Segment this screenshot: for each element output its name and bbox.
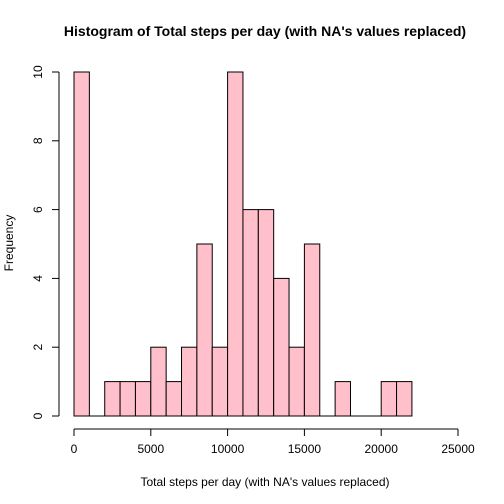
bars-group bbox=[73, 71, 413, 417]
y-tick-label: 6 bbox=[31, 206, 45, 213]
x-tick-label: 25000 bbox=[441, 442, 475, 456]
histogram-bar bbox=[134, 381, 152, 417]
y-tick-label: 0 bbox=[31, 412, 45, 419]
x-tick-label: 10000 bbox=[211, 442, 245, 456]
histogram-bar bbox=[288, 346, 305, 417]
histogram-bar bbox=[73, 71, 90, 417]
y-axis: 0 2 4 6 8 10 bbox=[31, 65, 60, 419]
y-axis-label: Frequency bbox=[2, 215, 16, 272]
histogram-bar bbox=[165, 381, 183, 417]
y-tick-label: 8 bbox=[31, 137, 45, 144]
histogram-bar bbox=[396, 381, 413, 417]
x-tick-label: 0 bbox=[71, 442, 78, 456]
y-tick-label: 10 bbox=[31, 65, 45, 79]
x-tick-label: 5000 bbox=[137, 442, 164, 456]
histogram-bar bbox=[104, 381, 121, 417]
x-tick-label: 15000 bbox=[288, 442, 322, 456]
y-tick-label: 4 bbox=[31, 275, 45, 282]
chart-title: Histogram of Total steps per day (with N… bbox=[64, 23, 466, 39]
histogram-bar bbox=[150, 346, 167, 417]
x-axis: 0 5000 10000 15000 20000 25000 bbox=[71, 428, 475, 456]
histogram-bar bbox=[334, 381, 351, 417]
histogram-bar bbox=[181, 346, 198, 417]
x-axis-label: Total steps per day (with NA's values re… bbox=[140, 475, 389, 489]
histogram-bar bbox=[211, 346, 229, 417]
x-tick-label: 20000 bbox=[365, 442, 399, 456]
histogram-bar bbox=[196, 243, 213, 417]
histogram-bar bbox=[257, 209, 275, 417]
histogram-bar bbox=[273, 277, 290, 417]
histogram-bar bbox=[380, 381, 398, 417]
histogram-bar bbox=[242, 209, 259, 417]
histogram-bar bbox=[227, 71, 244, 417]
histogram-bar bbox=[303, 243, 321, 417]
histogram-bar bbox=[119, 381, 136, 417]
y-tick-label: 2 bbox=[31, 344, 45, 351]
